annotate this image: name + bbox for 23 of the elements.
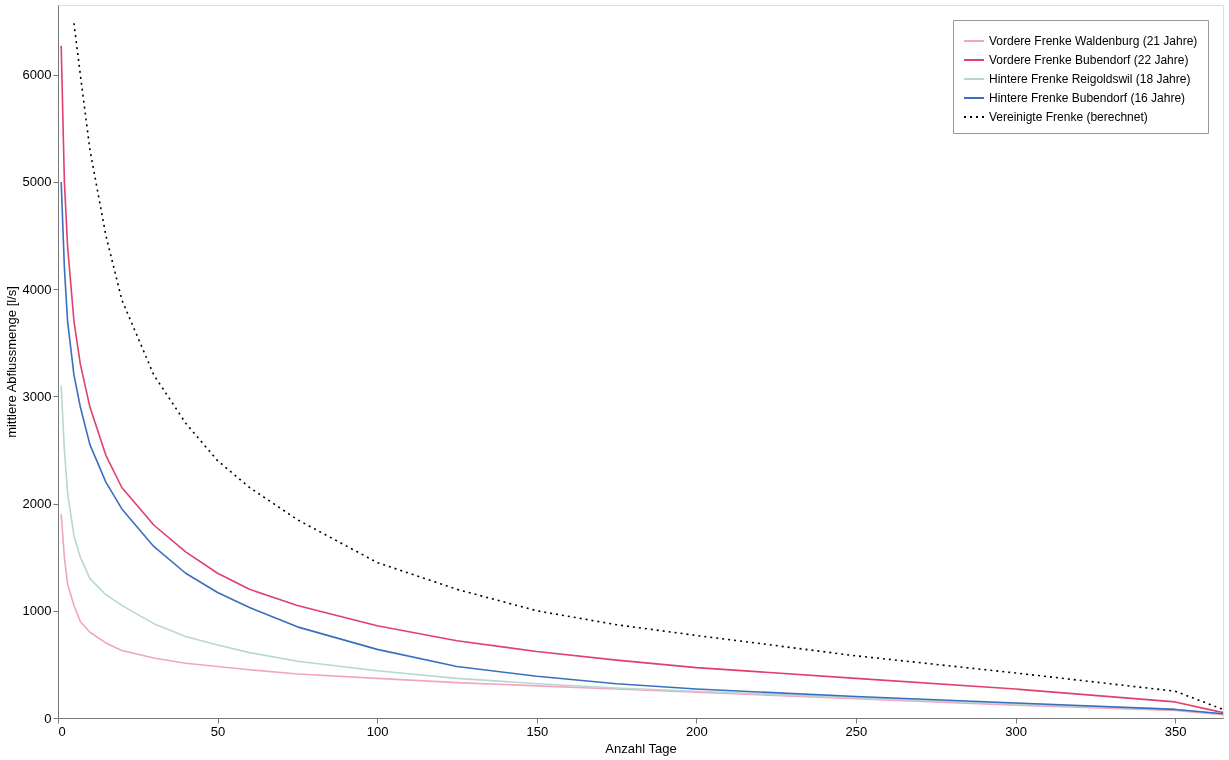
legend-label: Hintere Frenke Reigoldswil (18 Jahre)	[989, 72, 1191, 86]
x-axis-title: Anzahl Tage	[605, 740, 677, 756]
x-tick-label: 250	[845, 723, 868, 739]
y-tick-label: 0	[44, 710, 52, 726]
legend-label: Vordere Frenke Waldenburg (21 Jahre)	[989, 34, 1198, 48]
legend-label: Vordere Frenke Bubendorf (22 Jahre)	[989, 53, 1189, 67]
y-tick-label: 3000	[22, 388, 52, 404]
x-tick-label: 50	[210, 723, 226, 739]
y-tick-label: 6000	[22, 67, 52, 83]
x-tick-label: 200	[686, 723, 708, 739]
x-tick-label: 350	[1164, 723, 1187, 739]
x-tick-label: 0	[58, 723, 66, 739]
y-tick-label: 4000	[22, 281, 52, 297]
x-tick-label: 150	[526, 723, 549, 739]
x-tick-label: 100	[366, 723, 389, 739]
legend-label: Vereinigte Frenke (berechnet)	[989, 110, 1148, 124]
x-tick-label: 300	[1005, 723, 1027, 739]
y-tick-label: 2000	[22, 496, 52, 512]
y-tick-label: 1000	[22, 603, 52, 619]
legend-label: Hintere Frenke Bubendorf (16 Jahre)	[989, 91, 1186, 105]
y-tick-label: 5000	[22, 174, 52, 190]
y-axis-title: mittlere Abflussmenge [l/s]	[3, 286, 19, 438]
line-series	[60, 181, 1224, 715]
